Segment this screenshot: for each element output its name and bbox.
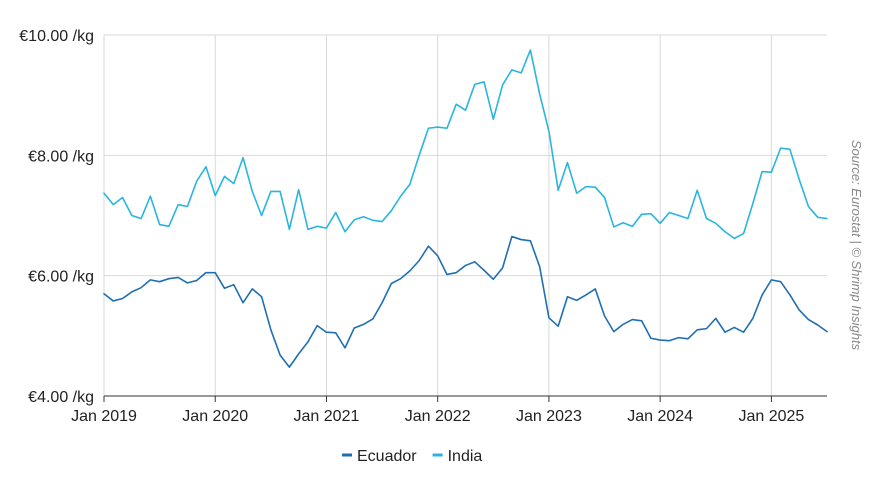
- legend: Ecuador India: [342, 448, 482, 465]
- legend-label: India: [448, 448, 483, 465]
- legend-item-india[interactable]: India: [432, 448, 483, 465]
- grid-layer: [103, 34, 827, 396]
- series-line-ecuador: [103, 235, 828, 368]
- source-note: Source: Eurostat | © Shrimp Insights: [849, 140, 864, 351]
- legend-label: Ecuador: [357, 448, 417, 465]
- y-tick-label: €8.00 /kg: [28, 148, 94, 165]
- legend-item-ecuador[interactable]: Ecuador: [342, 448, 417, 465]
- x-tick-label: Jan 2021: [294, 408, 360, 425]
- x-tick-label: Jan 2025: [738, 408, 804, 425]
- x-tick-label: Jan 2023: [516, 408, 582, 425]
- x-tick-label: Jan 2019: [71, 408, 137, 425]
- x-tick-label: Jan 2024: [627, 408, 693, 425]
- y-tick-label: €10.00 /kg: [19, 28, 94, 45]
- series-layer: [103, 49, 828, 368]
- axis-layer: €4.00 /kg €6.00 /kg €8.00 /kg €10.00 /kg Jan…: [19, 28, 827, 425]
- series-line-india: [103, 49, 828, 240]
- x-tick-label: Jan 2020: [182, 408, 248, 425]
- y-tick-label: €6.00 /kg: [28, 269, 94, 286]
- y-tick-label: €4.00 /kg: [28, 389, 94, 406]
- x-tick-label: Jan 2022: [405, 408, 471, 425]
